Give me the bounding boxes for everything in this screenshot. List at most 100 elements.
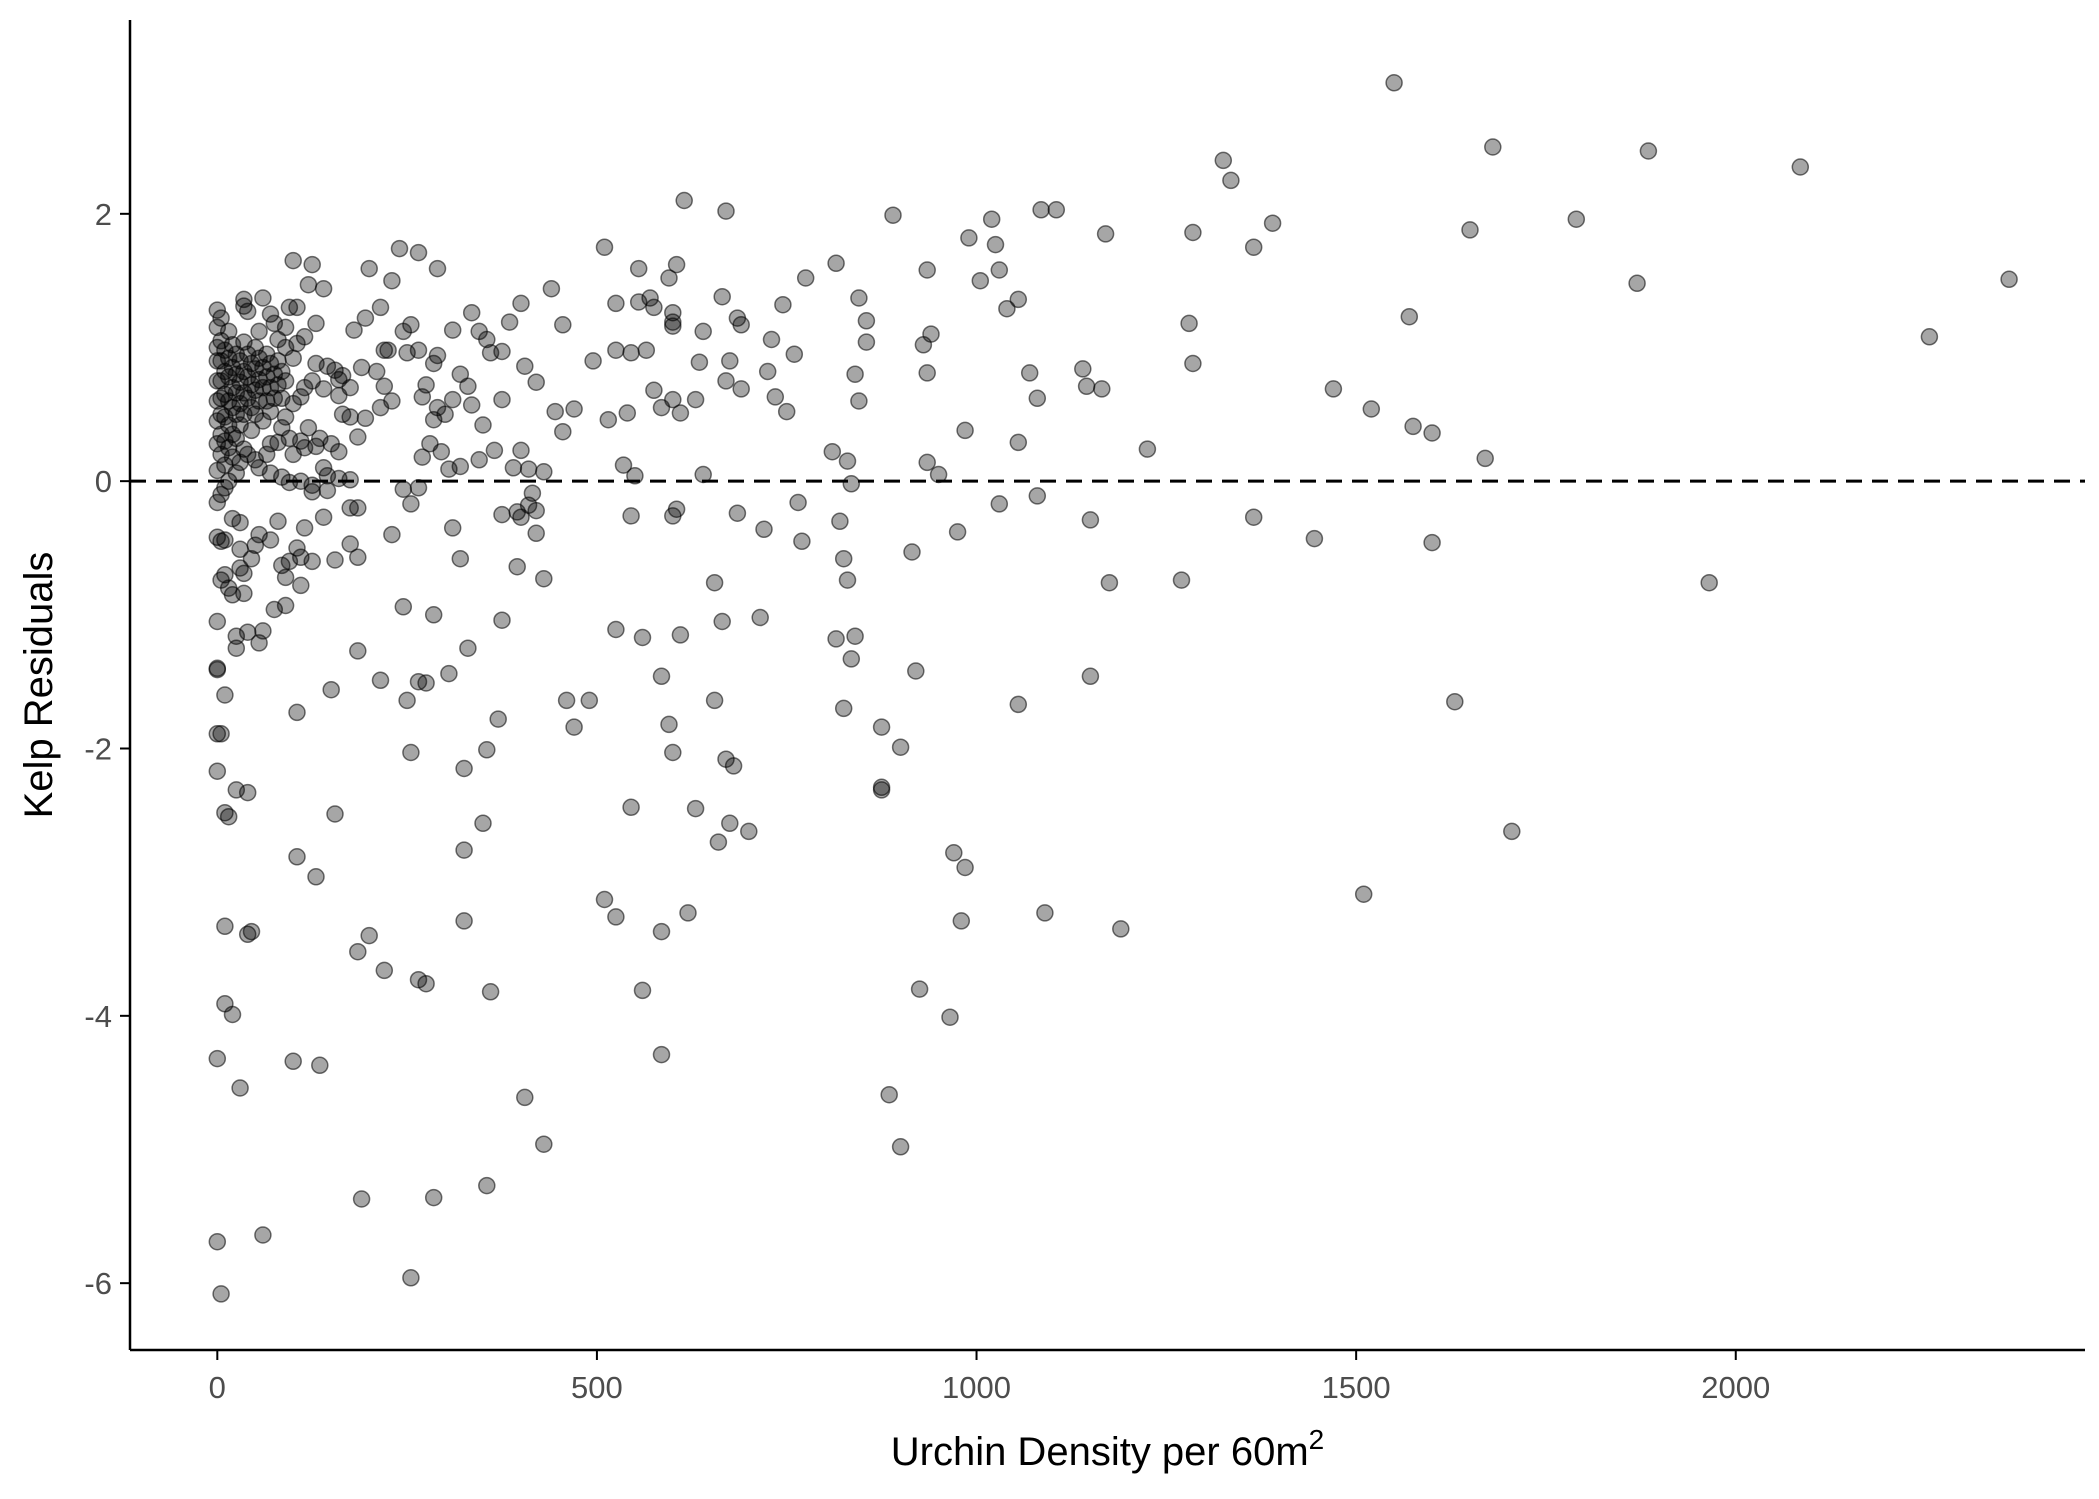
data-point: [1028, 389, 1047, 408]
data-point: [254, 289, 272, 307]
data-point: [402, 495, 420, 513]
data-point: [1423, 533, 1441, 552]
data-point: [1028, 487, 1047, 505]
x-axis-title: Urchin Density per 60m2: [891, 1424, 1325, 1474]
data-point: [1009, 695, 1028, 714]
data-point: [762, 330, 781, 349]
data-point: [614, 456, 633, 474]
data-point: [455, 912, 473, 930]
data-point: [375, 341, 394, 359]
data-point: [1324, 380, 1343, 398]
data-point: [322, 434, 340, 453]
data-point: [261, 434, 280, 453]
data-point: [945, 844, 963, 862]
data-point: [546, 402, 564, 421]
data-point: [478, 741, 496, 759]
data-point: [629, 293, 648, 311]
data-point: [857, 333, 876, 351]
data-point: [664, 303, 682, 322]
data-point: [474, 416, 492, 434]
data-point: [326, 805, 344, 823]
data-point: [208, 1049, 227, 1068]
data-point: [618, 404, 637, 422]
data-point: [1009, 433, 1028, 452]
data-point: [485, 441, 504, 460]
data-point: [398, 691, 416, 710]
data-point: [231, 1079, 249, 1097]
data-point: [1404, 417, 1422, 436]
x-tick-label: 500: [571, 1370, 623, 1405]
data-point: [413, 388, 432, 406]
data-point: [1400, 307, 1419, 326]
data-point: [356, 309, 375, 327]
data-point: [394, 598, 413, 616]
data-point: [216, 531, 234, 549]
data-point: [686, 799, 705, 818]
data-point: [907, 662, 925, 680]
data-point: [918, 261, 936, 279]
data-point: [326, 361, 344, 379]
data-point: [1047, 201, 1066, 219]
x-axis-title-superscript: 2: [1309, 1424, 1325, 1455]
data-point: [455, 841, 473, 859]
data-point: [269, 352, 287, 370]
data-point: [584, 352, 602, 370]
y-tick-label: -6: [84, 1266, 112, 1301]
data-point: [834, 549, 853, 568]
data-point: [595, 238, 614, 256]
data-point: [766, 388, 785, 406]
data-point: [451, 457, 470, 476]
data-point: [1628, 274, 1646, 293]
data-point: [493, 390, 511, 409]
data-point: [383, 271, 401, 290]
data-point: [500, 313, 519, 331]
data-point: [652, 667, 671, 686]
data-point: [724, 757, 743, 775]
data-point: [261, 402, 280, 421]
data-point: [280, 298, 299, 317]
data-point: [478, 330, 496, 349]
data-point: [1791, 158, 1810, 176]
data-point: [758, 362, 777, 381]
data-point: [622, 798, 640, 817]
data-point: [443, 390, 462, 409]
data-point: [455, 759, 473, 778]
data-point: [709, 833, 728, 851]
data-point: [717, 202, 735, 220]
data-point: [622, 507, 640, 525]
data-point: [208, 1232, 227, 1251]
data-point: [1263, 214, 1282, 232]
data-point: [565, 400, 583, 418]
data-point: [774, 295, 792, 314]
data-point: [1639, 142, 1658, 160]
data-point: [1567, 210, 1586, 228]
data-point: [1503, 822, 1521, 841]
data-point: [424, 354, 443, 373]
data-point: [535, 463, 553, 481]
data-point: [535, 569, 553, 588]
data-point: [516, 357, 534, 375]
data-point: [595, 890, 614, 909]
data-point: [443, 519, 462, 537]
data-point: [250, 322, 268, 341]
data-point: [827, 254, 845, 273]
x-tick-label: 2000: [1701, 1370, 1770, 1405]
data-point: [314, 279, 333, 298]
data-point: [1244, 238, 1263, 256]
data-point: [785, 345, 804, 363]
data-point: [421, 434, 439, 453]
x-tick-label: 0: [209, 1370, 226, 1405]
data-point: [360, 259, 378, 278]
data-point: [367, 362, 386, 381]
data-point: [451, 365, 470, 383]
data-point: [424, 1188, 443, 1207]
data-point: [345, 321, 363, 339]
data-point: [288, 703, 306, 722]
data-point: [284, 251, 302, 270]
data-point: [732, 316, 750, 334]
data-point: [212, 485, 230, 504]
data-point: [462, 396, 481, 414]
data-point: [960, 229, 978, 247]
data-point: [922, 325, 940, 343]
